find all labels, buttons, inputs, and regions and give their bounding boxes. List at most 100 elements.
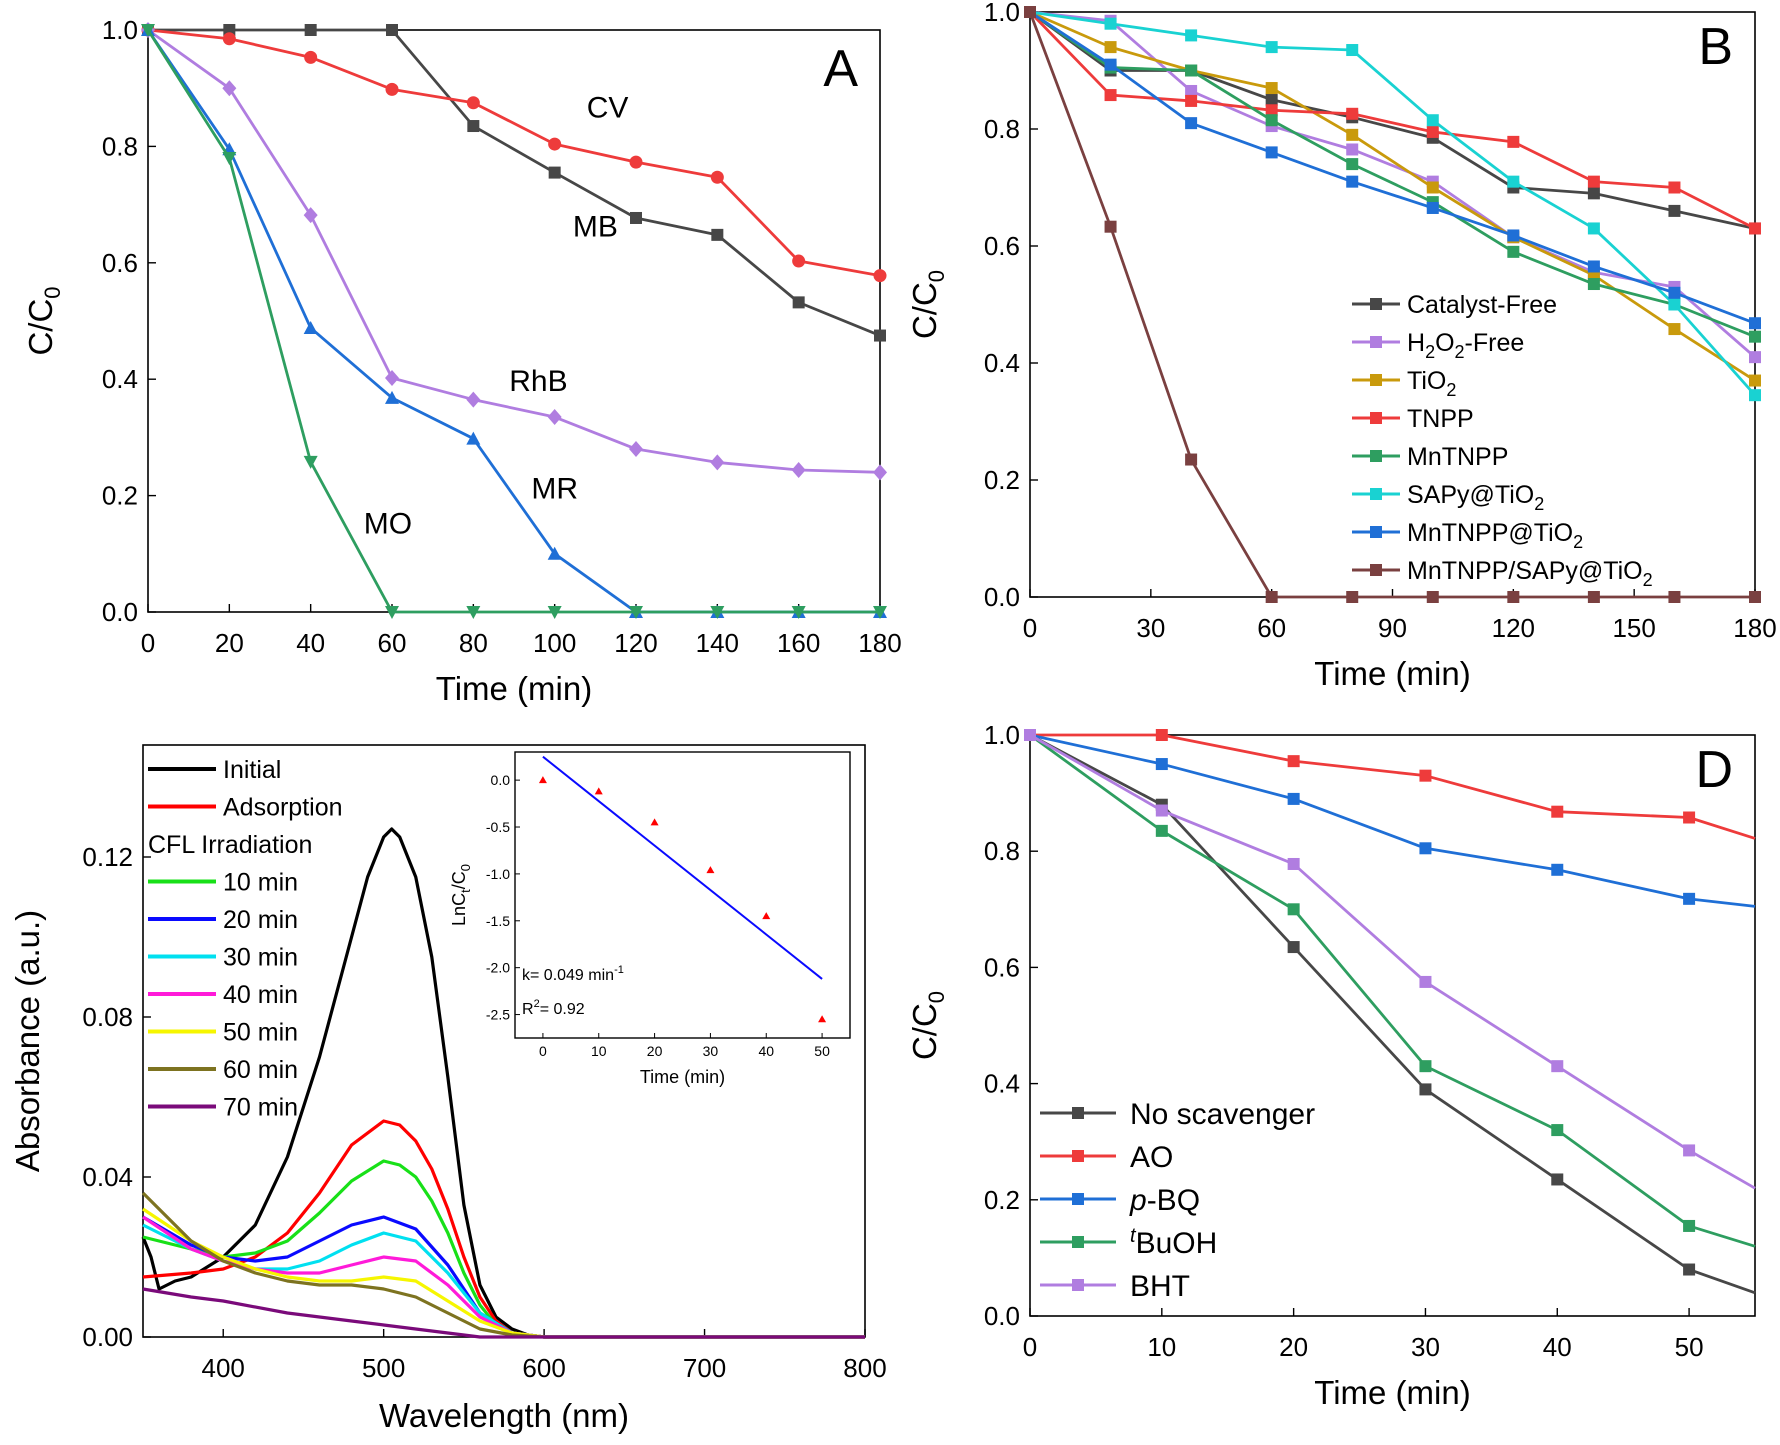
- inset-r-squared: R2= 0.92: [522, 998, 585, 1018]
- inset-data-point: [538, 776, 547, 784]
- x-tick-label: 30: [1411, 1332, 1440, 1362]
- legend-swatch-marker: [1370, 526, 1382, 538]
- plot-frame-D: [1029, 734, 1756, 1317]
- series-annotation: MO: [364, 507, 412, 540]
- data-point: [710, 170, 724, 184]
- y-tick-label: 0.2: [984, 465, 1020, 495]
- data-point: [629, 606, 643, 619]
- data-point: [1265, 114, 1278, 127]
- data-point: [303, 455, 318, 469]
- data-point: [1287, 857, 1300, 870]
- x-tick-label: 10: [1147, 1332, 1176, 1362]
- legend-label: 20 min: [223, 906, 298, 934]
- data-point: [1587, 278, 1600, 291]
- legend-label: p-BQ: [1129, 1184, 1200, 1217]
- x-tick-label: 60: [378, 628, 407, 658]
- legend-swatch-marker: [1370, 412, 1382, 424]
- inset-x-tick-label: 10: [591, 1043, 607, 1059]
- legend-label: MnTNPP: [1407, 443, 1508, 471]
- inset-rate-constant: k= 0.049 min-1: [522, 964, 624, 984]
- y-tick-label: 0.2: [984, 1185, 1020, 1215]
- data-point: [1287, 755, 1300, 768]
- y-tick-label: 0.6: [102, 248, 138, 278]
- data-point: [141, 24, 155, 37]
- x-tick-label: 40: [1543, 1332, 1572, 1362]
- series-line-mntnpp-tio2: [1029, 10, 1756, 325]
- data-point: [466, 606, 481, 619]
- data-point: [304, 24, 317, 36]
- inset-frame: [514, 751, 851, 1039]
- x-tick-label: 0: [141, 628, 155, 658]
- data-point: [1426, 591, 1439, 603]
- data-point: [1587, 175, 1600, 188]
- data-point: [1749, 317, 1761, 330]
- series-line-rhb: [147, 28, 881, 474]
- y-tick-label: 0.6: [984, 231, 1020, 261]
- data-point: [1668, 298, 1681, 311]
- legend-header: CFL Irradiation: [148, 831, 312, 859]
- y-tick-label: 1.0: [984, 0, 1020, 27]
- data-point: [873, 606, 887, 619]
- y-axis-label: C/C0: [906, 991, 949, 1060]
- y-tick-label: 0.00: [82, 1322, 133, 1352]
- spectrum-70-min: [142, 1287, 865, 1339]
- legend-label: 50 min: [223, 1019, 298, 1047]
- inset-x-tick-label: 50: [814, 1043, 830, 1059]
- data-point: [1551, 805, 1564, 818]
- y-tick-label: 0.08: [82, 1002, 133, 1032]
- legend-label: No scavenger: [1130, 1098, 1315, 1131]
- data-point: [1587, 222, 1600, 235]
- data-point: [1551, 1060, 1564, 1073]
- data-point: [711, 228, 724, 241]
- legend-swatch-marker: [1370, 374, 1382, 386]
- data-point: [1155, 758, 1168, 771]
- legend-label: 60 min: [223, 1056, 298, 1084]
- data-point: [222, 152, 237, 166]
- inset-fit-line: [542, 755, 823, 980]
- data-point: [1587, 187, 1600, 200]
- data-point: [1155, 729, 1168, 741]
- data-point: [1104, 220, 1117, 233]
- x-tick-label: 60: [1257, 613, 1286, 643]
- x-tick-label: 800: [843, 1353, 886, 1383]
- inset-data-point: [762, 912, 771, 920]
- data-point: [791, 606, 806, 619]
- data-point: [1185, 117, 1198, 130]
- series-line-mo: [146, 29, 880, 614]
- data-point: [466, 431, 481, 445]
- data-point: [1507, 175, 1520, 188]
- data-point: [630, 211, 642, 224]
- inset-data-point: [818, 1015, 827, 1023]
- inset-x-tick-label: 40: [758, 1043, 774, 1059]
- inset-y-tick-label: 0.0: [491, 772, 511, 788]
- inset-data-point: [706, 866, 715, 874]
- legend-swatch-marker: [1072, 1107, 1084, 1119]
- data-point: [1587, 260, 1600, 273]
- panel-label-B: B: [1698, 18, 1733, 76]
- legend-label: TiO2: [1407, 367, 1456, 400]
- y-tick-label: 0.0: [102, 597, 138, 627]
- data-point: [1155, 804, 1168, 817]
- legend-label: tBuOH: [1130, 1225, 1217, 1260]
- x-tick-label: 400: [202, 1353, 245, 1383]
- data-point: [1346, 175, 1359, 188]
- data-point: [1265, 146, 1278, 159]
- inset-y-tick-label: -1.0: [486, 866, 510, 882]
- data-point: [385, 390, 399, 404]
- data-point: [548, 166, 561, 179]
- y-axis-label: C/C0: [22, 286, 65, 355]
- legend-label: Initial: [223, 756, 281, 784]
- data-point: [1683, 1219, 1696, 1232]
- series-line-mr: [146, 29, 880, 614]
- x-tick-label: 600: [522, 1353, 565, 1383]
- y-tick-label: 0.12: [82, 842, 133, 872]
- data-point: [1265, 93, 1278, 106]
- data-point: [710, 606, 725, 619]
- x-axis-label: Wavelength (nm): [379, 1397, 629, 1434]
- data-point: [1265, 104, 1278, 117]
- y-tick-label: 0.4: [984, 348, 1020, 378]
- data-point: [1419, 1083, 1432, 1096]
- data-point: [1683, 892, 1696, 905]
- spectrum-10-min: [142, 1159, 865, 1339]
